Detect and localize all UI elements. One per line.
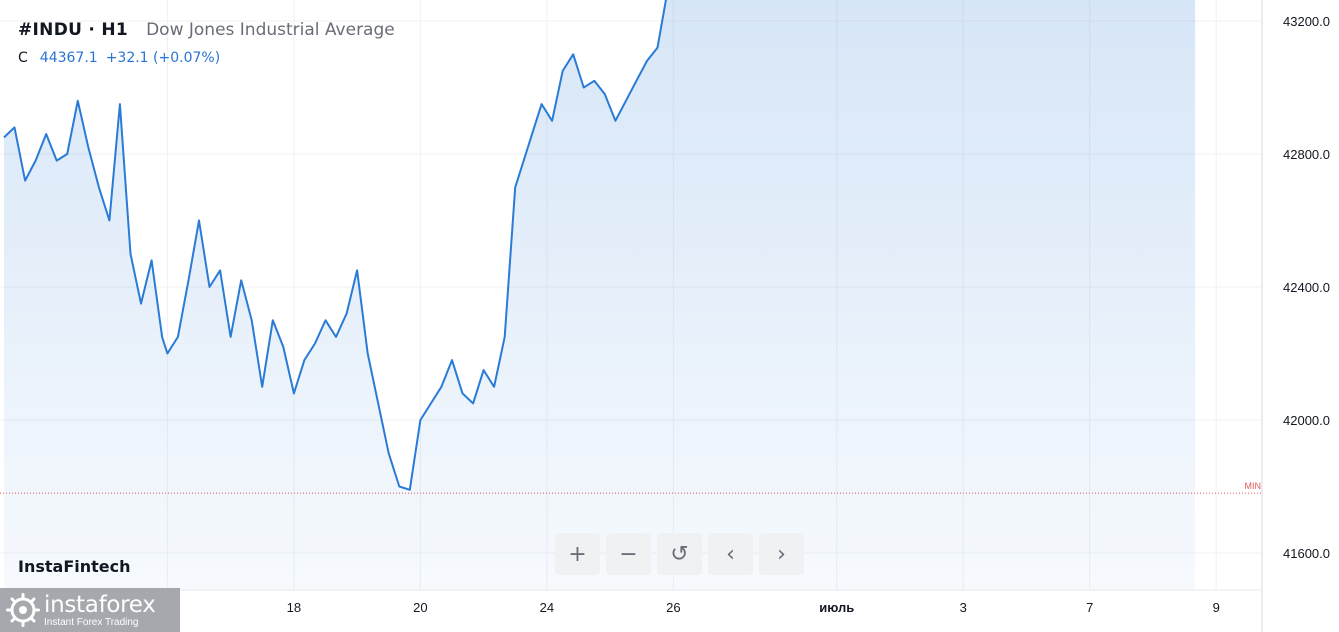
reset-button[interactable]: ↺ (657, 533, 702, 575)
scroll-right-button[interactable]: › (759, 533, 804, 575)
x-tick-label: июль (819, 600, 854, 615)
x-tick-label: 18 (287, 600, 301, 615)
x-tick-label: 7 (1086, 600, 1093, 615)
min-label: MIN (1245, 481, 1262, 491)
y-tick-label: 42000.0 (1283, 413, 1330, 428)
logo-name: instaforex (44, 591, 156, 618)
price-line (3, 0, 667, 491)
zoom-in-button[interactable]: + (555, 533, 600, 575)
close-label: C (18, 50, 28, 66)
y-tick-label: 41600.0 (1283, 546, 1330, 561)
minus-icon: − (619, 541, 638, 567)
x-tick-label: 20 (413, 600, 427, 615)
chevron-right-icon: › (777, 541, 786, 567)
area-fill (4, 0, 1196, 590)
logo-mark-icon (6, 593, 40, 627)
y-tick-label: 42400.0 (1283, 280, 1330, 295)
close-value: 44367.1 (39, 50, 98, 66)
brand-watermark: InstaFintech (18, 557, 131, 576)
price-change: +32.1 (+0.07%) (105, 50, 221, 66)
instrument-name: Dow Jones Industrial Average (146, 20, 395, 40)
scroll-left-button[interactable]: ‹ (708, 533, 753, 575)
x-tick-label: 24 (540, 600, 554, 615)
plus-icon: + (568, 541, 587, 567)
instrument-symbol: #INDU · H1 (18, 20, 129, 40)
logo-tagline: Instant Forex Trading (44, 616, 139, 628)
instaforex-logo[interactable]: instaforex Instant Forex Trading (0, 588, 180, 632)
x-tick-label: 3 (960, 600, 967, 615)
chart-controls: + − ↺ ‹ › (555, 533, 804, 575)
y-tick-label: 43200.0 (1283, 14, 1330, 29)
chart-legend: #INDU · H1 Dow Jones Industrial Average … (18, 20, 395, 66)
zoom-out-button[interactable]: − (606, 533, 651, 575)
chevron-left-icon: ‹ (726, 541, 735, 567)
reset-icon: ↺ (670, 541, 689, 567)
x-tick-label: 26 (666, 600, 680, 615)
y-tick-label: 42800.0 (1283, 147, 1330, 162)
x-tick-label: 9 (1213, 600, 1220, 615)
